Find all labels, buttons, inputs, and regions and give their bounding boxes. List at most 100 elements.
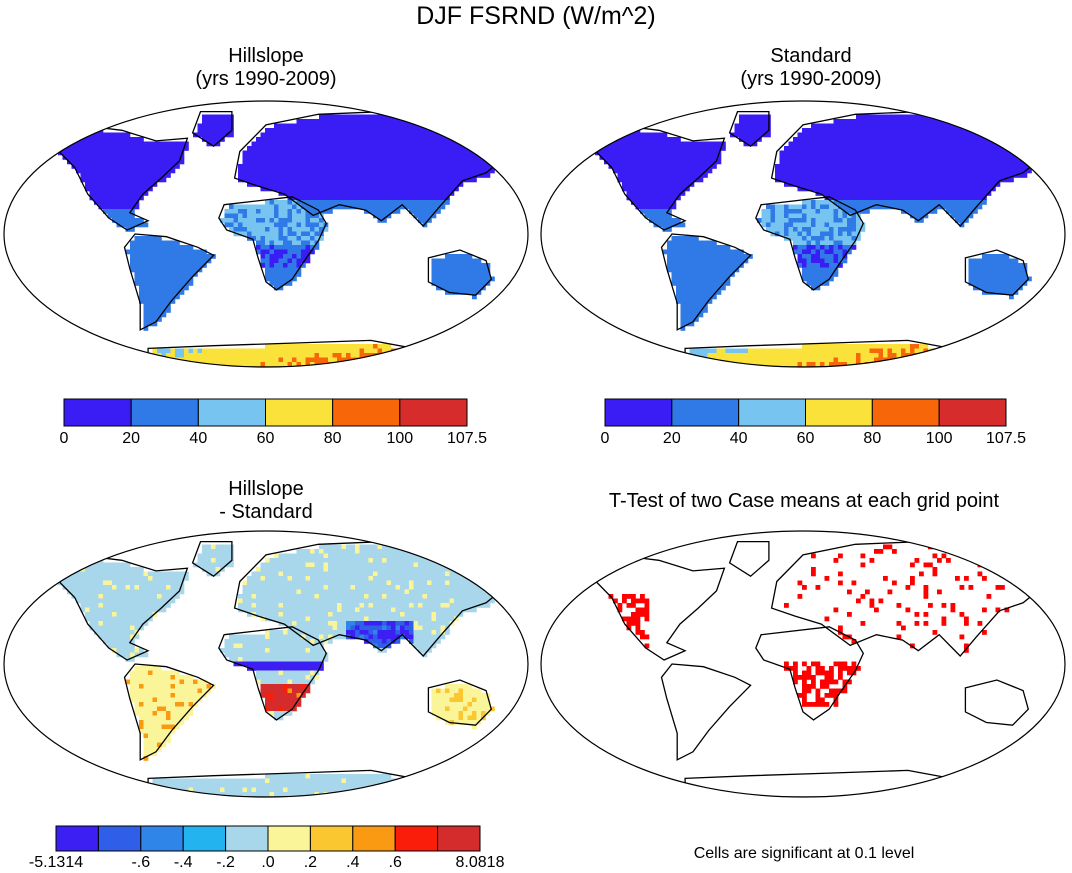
map-cell [107, 209, 113, 214]
map-cell [413, 128, 419, 133]
map-cell [224, 357, 230, 363]
map-cell [833, 353, 839, 358]
map-cell [955, 159, 960, 165]
map-cell [485, 276, 491, 282]
map-cell [689, 290, 695, 295]
map-cell [995, 150, 1001, 156]
map-cell [824, 362, 830, 367]
map-cell [238, 231, 243, 237]
map-cell [184, 258, 189, 264]
map-cell [748, 119, 753, 124]
map-cell [112, 195, 117, 201]
map-cell [85, 159, 90, 165]
map-cell [914, 123, 920, 129]
map-cell [310, 249, 315, 255]
map-cell [775, 366, 780, 367]
map-cell [494, 159, 500, 165]
map-cell [784, 164, 789, 169]
map-cell [256, 218, 261, 223]
map-cell [667, 213, 672, 219]
map-cell [422, 173, 428, 178]
map-cell [932, 191, 938, 196]
map-cell [680, 294, 686, 300]
map-cell [1036, 155, 1041, 160]
map-cell [112, 173, 117, 178]
map-cell [964, 150, 969, 156]
map-cell [319, 195, 324, 201]
map-cell [368, 186, 374, 192]
map-cell [319, 119, 324, 124]
map-cell [914, 182, 920, 187]
map-cell [305, 168, 311, 174]
map-cell [986, 132, 992, 138]
map-cell [368, 132, 374, 138]
map-cell [175, 155, 180, 160]
map-cell [829, 182, 834, 187]
map-cell [829, 200, 834, 205]
map-cell [743, 254, 749, 259]
map-cell [463, 128, 468, 133]
map-cell [499, 159, 504, 165]
map-cell [130, 164, 135, 169]
map-cell [1013, 267, 1019, 273]
map-cell [121, 168, 126, 174]
map-cell [116, 177, 122, 183]
map-cell [973, 191, 978, 196]
map-cell [314, 128, 320, 133]
map-cell [305, 146, 311, 151]
map-cell [937, 357, 942, 363]
map-cell [400, 119, 405, 124]
map-cell [481, 159, 486, 165]
map-cell [914, 191, 920, 196]
map-cell [463, 272, 468, 277]
map-cell [323, 155, 329, 160]
map-cell [341, 128, 347, 133]
map-cell [932, 150, 938, 156]
map-cell [197, 357, 203, 363]
map-cell [445, 267, 450, 273]
map-cell [287, 132, 293, 138]
map-cell [680, 164, 686, 169]
map-cell [323, 141, 329, 147]
map-cell [869, 353, 875, 358]
map-cell [775, 173, 780, 178]
map-cell [332, 150, 338, 156]
map-cell [368, 366, 374, 367]
map-cell [395, 209, 401, 214]
map-cell [377, 119, 383, 124]
map-cell [851, 191, 857, 196]
map-cell [851, 173, 857, 178]
map-cell [395, 182, 401, 187]
map-cell [377, 173, 383, 178]
coastline-sa [660, 233, 752, 331]
map-cell [422, 119, 428, 124]
map-cell [865, 344, 870, 349]
map-cell [323, 128, 329, 133]
map-cell [689, 258, 695, 264]
map-cell [305, 258, 311, 264]
map-cell [680, 272, 686, 277]
map-cell [377, 357, 383, 363]
map-cell [851, 204, 857, 210]
map-cell [910, 362, 915, 367]
map-cell [247, 159, 252, 165]
map-cell [382, 218, 387, 223]
map-cell [887, 141, 893, 147]
map-cell [896, 150, 902, 156]
map-cell [310, 119, 315, 124]
map-cell [829, 168, 834, 174]
map-cell [806, 222, 812, 228]
map-cell [305, 549, 311, 554]
map-cell [404, 348, 410, 354]
map-cell [472, 272, 477, 277]
map-cell [806, 150, 812, 156]
map-cell [901, 146, 906, 151]
map-cell [824, 276, 830, 282]
map-cell [865, 353, 870, 358]
map-cell [784, 213, 789, 219]
map-cell [703, 362, 708, 367]
map-cell [869, 344, 875, 349]
map-cell [928, 132, 933, 138]
map-cell [676, 191, 681, 196]
map-cell [703, 254, 708, 259]
